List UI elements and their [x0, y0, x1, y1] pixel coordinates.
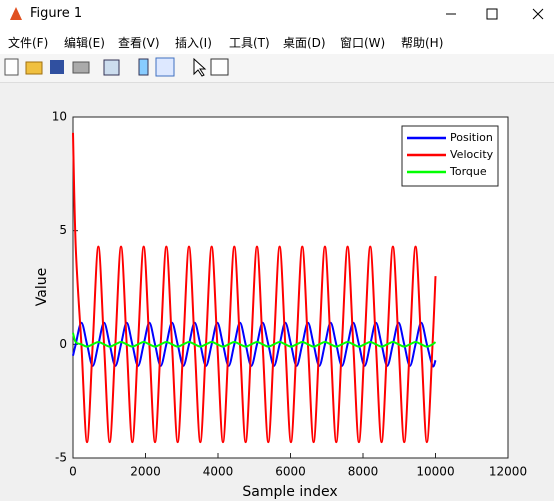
x-tick-label: 10000 — [416, 465, 454, 479]
x-tick-label: 0 — [69, 465, 77, 479]
menu-item[interactable]: 工具(T) — [229, 36, 270, 50]
legend-label: Torque — [449, 165, 487, 178]
title-icons — [10, 7, 544, 20]
window-title: Figure 1 — [30, 6, 83, 21]
y-axis-label: Value — [34, 268, 50, 306]
y-tick-label: 10 — [52, 110, 67, 124]
x-tick-label: 2000 — [130, 465, 161, 479]
pointer-button[interactable] — [193, 57, 207, 77]
y-tick-label: 0 — [59, 337, 67, 351]
legend-button[interactable] — [155, 57, 175, 77]
menu-item[interactable]: 文件(F) — [8, 36, 49, 50]
menu-item[interactable]: 查看(V) — [118, 36, 160, 50]
open-button[interactable] — [25, 61, 43, 75]
axes-box — [72, 116, 509, 459]
save-button[interactable] — [50, 60, 64, 74]
app-icon — [10, 7, 22, 20]
maximize[interactable] — [486, 8, 498, 20]
print-button[interactable] — [72, 61, 90, 74]
x-tick-label: 8000 — [348, 465, 379, 479]
y-tick-label: 5 — [59, 223, 67, 237]
export-button[interactable] — [103, 59, 120, 76]
legend-label: Position — [450, 131, 493, 144]
toolbar — [0, 54, 554, 83]
data-line — [72, 332, 437, 348]
y-tick-label: -5 — [55, 451, 67, 465]
legend-label: Velocity — [450, 148, 494, 161]
menu-item[interactable]: 插入(I) — [175, 36, 212, 50]
x-axis-label: Sample index — [242, 484, 337, 500]
inspector-button[interactable] — [210, 58, 229, 76]
menu-item[interactable]: 桌面(D) — [283, 36, 326, 50]
menu-item[interactable]: 编辑(E) — [64, 36, 105, 50]
x-tick-label: 6000 — [275, 465, 306, 479]
menu-item[interactable]: 帮助(H) — [401, 36, 444, 50]
toolbar-icons — [4, 57, 229, 77]
menu-bar: 文件(F) 编辑(E) 查看(V) 插入(I) 工具(T) 桌面(D) 窗口(W… — [0, 28, 554, 54]
data-line — [72, 321, 437, 368]
new-button[interactable] — [4, 58, 19, 76]
colorbar-button[interactable] — [138, 58, 149, 76]
figure: Sample index Value 0 2000 4000 6000 8000 1000… — [34, 110, 527, 501]
x-tick-label: 4000 — [203, 465, 234, 479]
title-bar: Figure 1 — [0, 0, 554, 28]
close[interactable] — [532, 8, 544, 20]
x-tick-label: 12000 — [489, 465, 527, 479]
menu-item[interactable]: 窗口(W) — [340, 36, 386, 50]
